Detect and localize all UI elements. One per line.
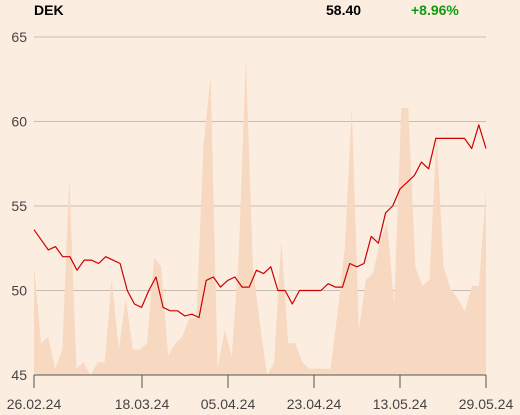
y-tick-label: 45 bbox=[11, 367, 27, 383]
y-axis-labels: 45 50 55 60 65 bbox=[11, 29, 27, 383]
x-tick-label: 13.05.24 bbox=[373, 396, 428, 412]
price-line bbox=[33, 124, 487, 319]
price-series bbox=[33, 124, 487, 319]
ticker-symbol: DEK bbox=[34, 2, 64, 18]
x-axis: 26.02.24 18.03.24 05.04.24 23.04.24 13.05.24… bbox=[7, 374, 514, 412]
quote-header: DEK 58.40 +8.96% bbox=[0, 0, 520, 24]
y-tick-label: 65 bbox=[11, 29, 27, 45]
volume-shape bbox=[34, 57, 486, 375]
y-tick-label: 50 bbox=[11, 283, 27, 299]
x-tick-label: 05.04.24 bbox=[201, 396, 256, 412]
price-change: +8.96% bbox=[411, 2, 459, 18]
x-tick-label: 26.02.24 bbox=[7, 396, 62, 412]
y-tick-label: 60 bbox=[11, 114, 27, 130]
volume-area bbox=[34, 57, 486, 375]
x-tick-label: 29.05.24 bbox=[459, 396, 514, 412]
y-tick-label: 55 bbox=[11, 198, 27, 214]
grid-lines bbox=[34, 36, 486, 291]
x-tick-label: 18.03.24 bbox=[115, 396, 170, 412]
x-tick-label: 23.04.24 bbox=[287, 396, 342, 412]
last-price: 58.40 bbox=[326, 2, 362, 18]
